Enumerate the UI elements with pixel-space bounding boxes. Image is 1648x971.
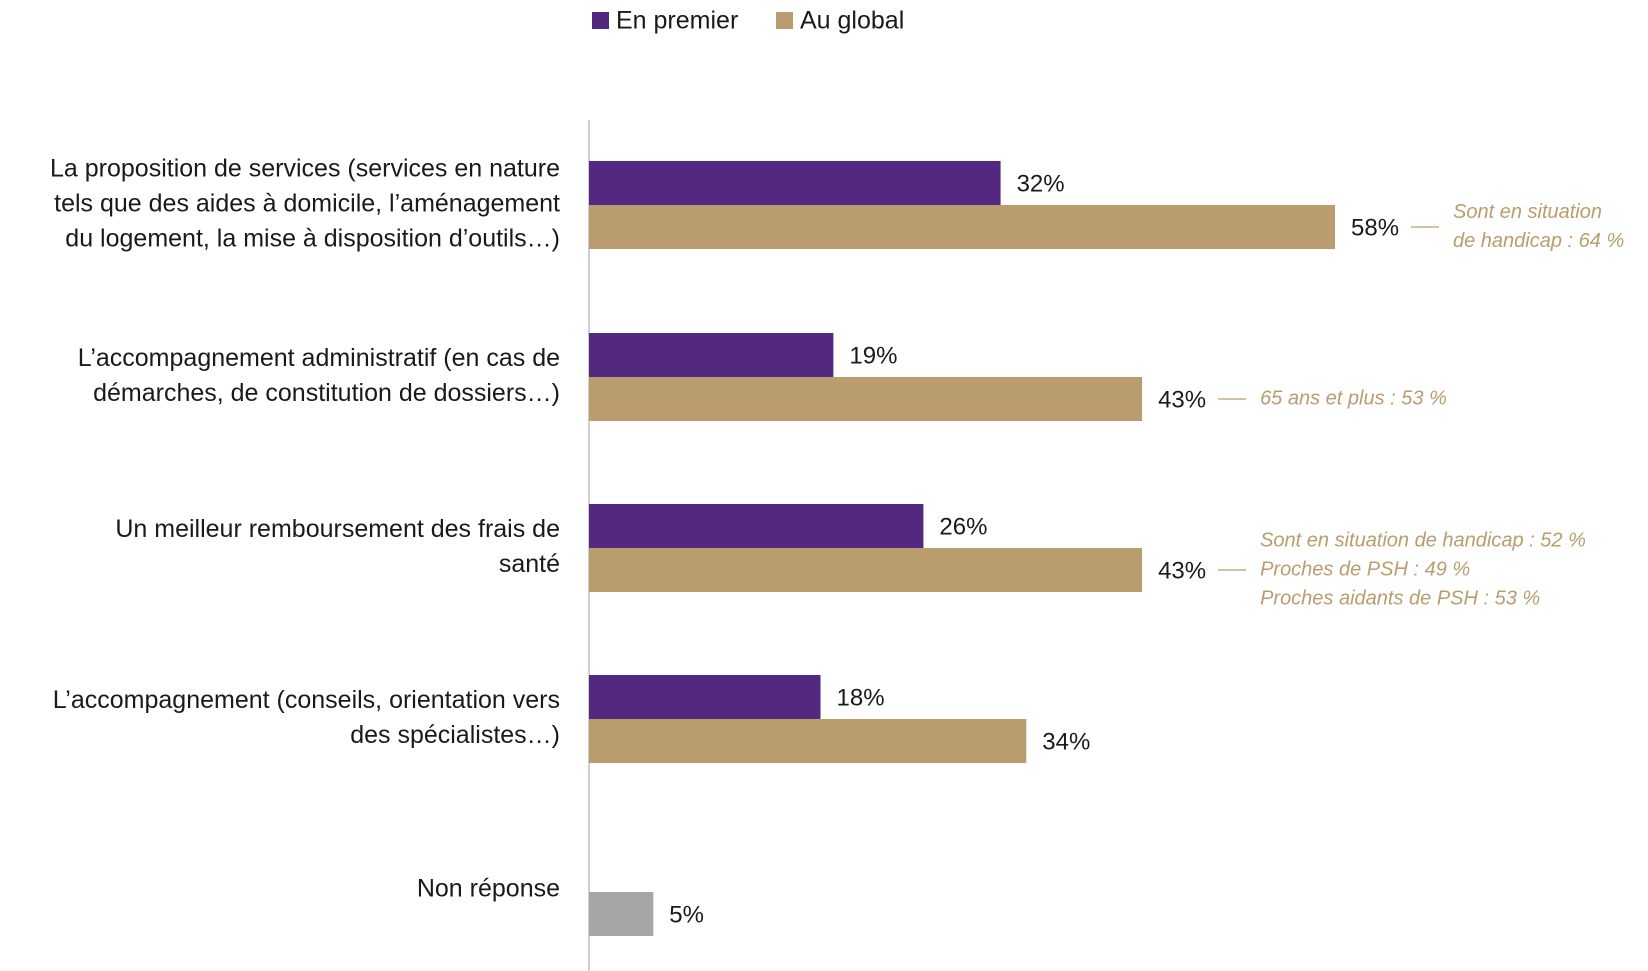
legend-label-en-premier: En premier (616, 7, 738, 35)
bar-non-reponse (589, 892, 654, 936)
bar-en-premier (589, 504, 924, 548)
category-label: Un meilleur remboursement des frais de (115, 515, 560, 543)
value-label-au-global: 34% (1042, 728, 1090, 755)
category-label: démarches, de constitution de dossiers…) (93, 379, 560, 407)
value-label-en-premier: 19% (849, 342, 897, 369)
bar-au-global (589, 719, 1027, 763)
bar-en-premier (589, 675, 821, 719)
legend-label-au-global: Au global (800, 7, 904, 35)
category-label: L’accompagnement administratif (en cas d… (78, 344, 560, 372)
value-label-au-global: 43% (1158, 557, 1206, 584)
category-label: L’accompagnement (conseils, orientation … (53, 686, 560, 714)
value-label-en-premier: 18% (837, 684, 885, 711)
legend-swatch-au-global (776, 12, 793, 29)
subgroup-note: Sont en situation (1453, 201, 1602, 223)
bar-en-premier (589, 161, 1001, 205)
subgroup-note: Sont en situation de handicap : 52 % (1260, 529, 1586, 551)
value-label-en-premier: 32% (1017, 170, 1065, 197)
subgroup-note: Proches aidants de PSH : 53 % (1260, 587, 1540, 609)
category-label: La proposition de services (services en … (50, 155, 560, 183)
value-label-au-global: 43% (1158, 386, 1206, 413)
category-label: santé (499, 550, 560, 578)
value-label-non-reponse: 5% (669, 901, 704, 928)
subgroup-note: 65 ans et plus : 53 % (1260, 387, 1447, 409)
subgroup-note: de handicap : 64 % (1453, 230, 1624, 252)
bar-au-global (589, 377, 1143, 421)
bar-au-global (589, 548, 1143, 592)
category-label: des spécialistes…) (350, 721, 560, 749)
value-label-en-premier: 26% (939, 513, 987, 540)
bar-au-global (589, 205, 1335, 249)
category-label: tels que des aides à domicile, l’aménage… (54, 190, 560, 218)
category-label-non-reponse: Non réponse (417, 875, 560, 903)
subgroup-note: Proches de PSH : 49 % (1260, 558, 1470, 580)
bar-en-premier (589, 333, 834, 377)
category-label: du logement, la mise à disposition d’out… (65, 225, 560, 253)
value-label-au-global: 58% (1351, 214, 1399, 241)
legend-swatch-en-premier (592, 12, 609, 29)
